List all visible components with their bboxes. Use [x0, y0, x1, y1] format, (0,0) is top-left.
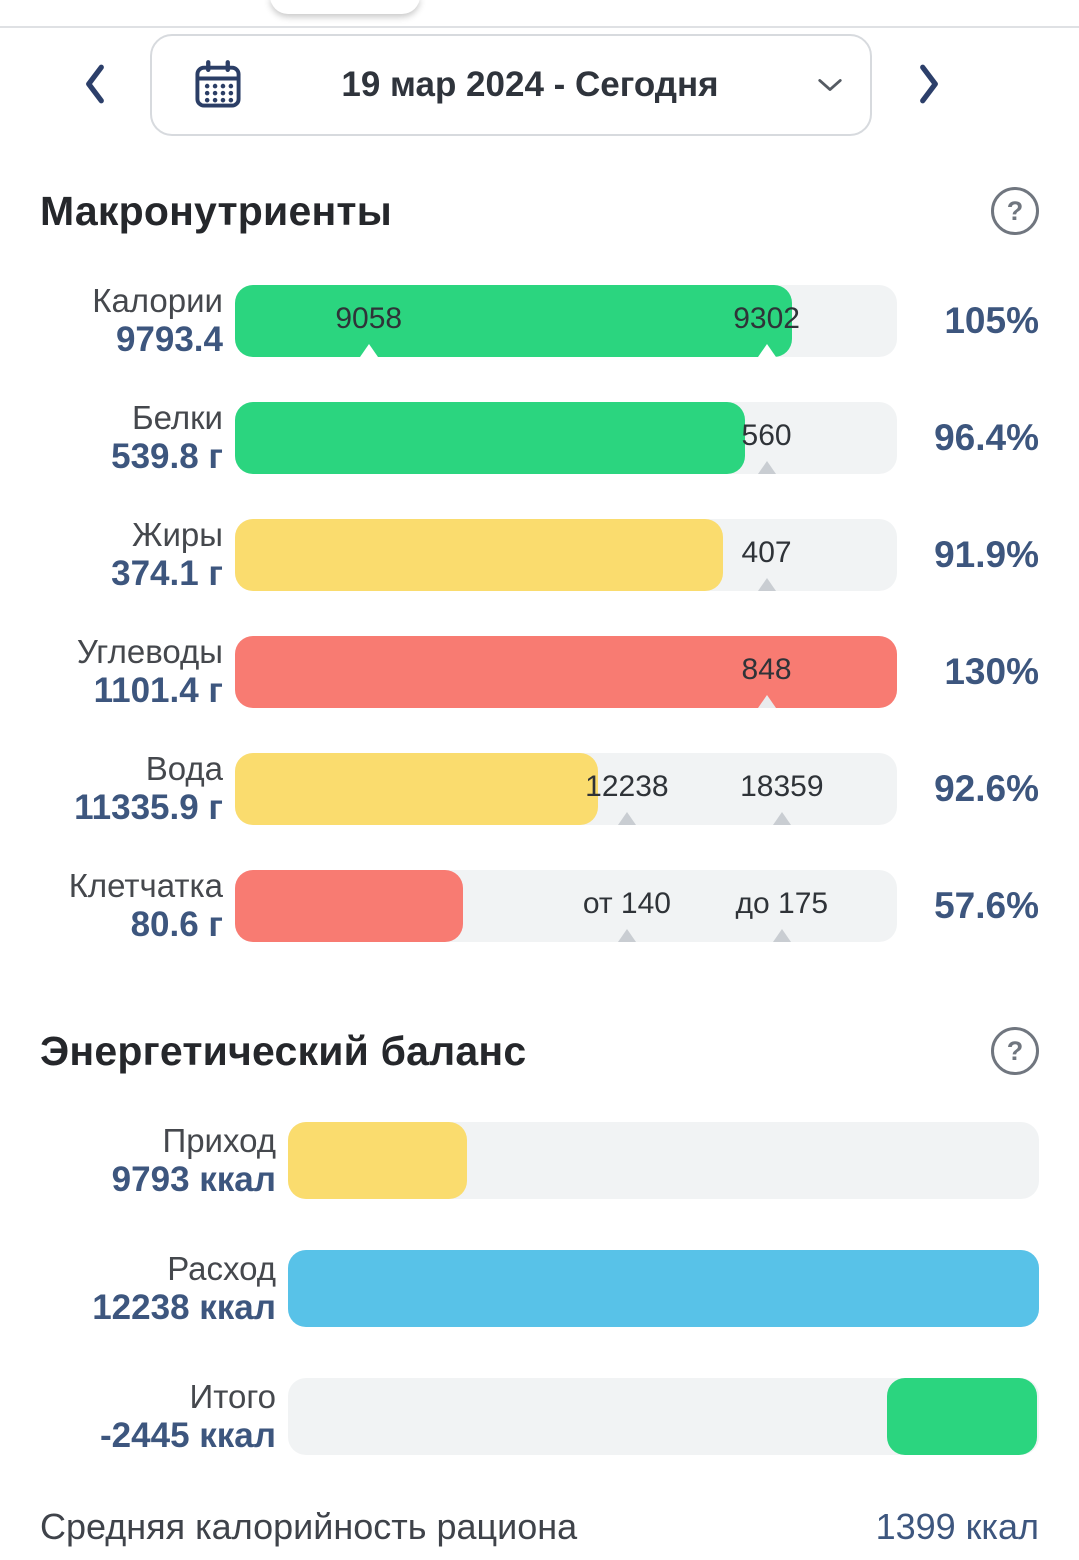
date-range-selector[interactable]: 19 мар 2024 - Сегодня [150, 34, 872, 136]
bar-marker-label: от 140 [582, 886, 671, 920]
bar-fill [235, 402, 745, 474]
nutrient-percent: 92.6% [934, 768, 1039, 809]
question-circle-icon[interactable]: ? [991, 187, 1039, 235]
nutrient-value: 9793.4 [115, 320, 223, 359]
bar-marker-notch [617, 929, 636, 942]
bar-marker-label: до 175 [735, 886, 829, 920]
nutrient-name: Углеводы [76, 633, 223, 670]
energy-progressbar [288, 1122, 1039, 1199]
bar-marker-notch [757, 344, 776, 357]
prev-day-button[interactable] [40, 34, 150, 136]
nutrient-value: 80.6 г [130, 905, 223, 944]
question-circle-icon[interactable]: ? [991, 1027, 1039, 1075]
nutrient-name: Жиры [132, 516, 223, 553]
nutrient-name: Клетчатка [68, 867, 223, 904]
nutrient-progressbar: от 140 до 175 [235, 870, 897, 942]
nutrient-progressbar: 12238 18359 [235, 753, 897, 825]
energy-progressbar [288, 1250, 1039, 1327]
bar-marker-notch [359, 344, 378, 357]
macronutrients-rows: Калории 9793.4 9058 9302 105% Белки 539.8… [40, 282, 1039, 944]
energy-name: Приход [162, 1121, 276, 1159]
chevron-left-icon [82, 61, 108, 110]
row-fats: Жиры 374.1 г 407 91.9% [40, 516, 1039, 593]
bar-fill [887, 1378, 1037, 1455]
bar-marker-notch [772, 812, 791, 825]
energy-name: Итого [189, 1377, 276, 1415]
bar-fill [288, 1250, 1039, 1327]
bar-fill [235, 285, 792, 357]
nutrient-percent: 57.6% [934, 885, 1039, 926]
bar-marker-label: 18359 [740, 769, 824, 803]
average-calories-value: 1399 ккал [875, 1506, 1039, 1547]
average-calories-row: Средняя калорийность рациона 1399 ккал [40, 1506, 1039, 1548]
tab-pill[interactable] [270, 0, 420, 14]
nutrient-name: Вода [145, 750, 223, 787]
nutrient-name: Калории [92, 282, 223, 319]
nutrient-percent: 96.4% [934, 417, 1039, 458]
bar-marker-label: 9058 [335, 301, 403, 335]
date-range-label: 19 мар 2024 - Сегодня [341, 65, 719, 104]
energy-name: Расход [167, 1249, 276, 1287]
next-day-button[interactable] [872, 34, 1039, 136]
bar-marker-label: 9302 [733, 301, 800, 335]
chevron-down-icon [816, 77, 844, 93]
bar-fill [235, 753, 598, 825]
bar-fill [288, 1122, 467, 1199]
nutrient-progressbar: 9058 9302 [235, 285, 897, 357]
section-title: Энергетический баланс [40, 1027, 527, 1074]
nutrient-value: 11335.9 г [74, 788, 223, 827]
section-title: Макронутриенты [40, 187, 392, 234]
bar-marker-notch [757, 578, 776, 591]
bar-marker-notch [757, 695, 776, 708]
bar-fill [235, 870, 463, 942]
bar-fill [235, 636, 897, 708]
top-divider [0, 0, 1079, 28]
energy-progressbar [288, 1378, 1039, 1455]
energy-value: -2445 ккал [100, 1415, 276, 1455]
row-calories: Калории 9793.4 9058 9302 105% [40, 282, 1039, 359]
energy-balance-rows: Приход 9793 ккал Расход 12238 ккал Итого… [40, 1122, 1039, 1455]
row-proteins: Белки 539.8 г 560 96.4% [40, 399, 1039, 476]
row-total: Итого -2445 ккал [40, 1378, 1039, 1455]
row-intake: Приход 9793 ккал [40, 1122, 1039, 1199]
macronutrients-section-header: Макронутриенты ? [40, 187, 1039, 235]
average-calories-label: Средняя калорийность рациона [40, 1506, 578, 1547]
nutrient-progressbar: 560 [235, 402, 897, 474]
date-navigation: 19 мар 2024 - Сегодня [40, 34, 1039, 136]
bar-marker-notch [772, 929, 791, 942]
chevron-right-icon [916, 61, 942, 110]
nutrient-value: 539.8 г [111, 437, 223, 476]
bar-fill [235, 519, 723, 591]
nutrient-progressbar: 407 [235, 519, 897, 591]
energy-value: 9793 ккал [111, 1159, 276, 1199]
bar-marker-label: 407 [741, 535, 792, 569]
energy-value: 12238 ккал [92, 1287, 276, 1327]
bar-marker-notch [757, 461, 776, 474]
calendar-icon [192, 59, 244, 111]
bar-marker-label: 848 [741, 652, 792, 686]
nutrient-name: Белки [131, 399, 223, 436]
row-fiber: Клетчатка 80.6 г от 140 до 175 57.6% [40, 867, 1039, 944]
bar-marker-label: 560 [741, 418, 792, 452]
bar-marker-label: 12238 [585, 769, 669, 803]
row-expenditure: Расход 12238 ккал [40, 1250, 1039, 1327]
nutrient-value: 374.1 г [111, 554, 223, 593]
bar-marker-notch [617, 812, 636, 825]
row-water: Вода 11335.9 г 12238 18359 92.6% [40, 750, 1039, 827]
nutrient-percent: 105% [944, 300, 1039, 341]
nutrient-progressbar: 848 [235, 636, 897, 708]
row-carbs: Углеводы 1101.4 г 848 130% [40, 633, 1039, 710]
energy-balance-section-header: Энергетический баланс ? [40, 1027, 1039, 1075]
nutrient-percent: 130% [944, 651, 1039, 692]
nutrient-percent: 91.9% [934, 534, 1039, 575]
nutrient-value: 1101.4 г [93, 671, 223, 710]
